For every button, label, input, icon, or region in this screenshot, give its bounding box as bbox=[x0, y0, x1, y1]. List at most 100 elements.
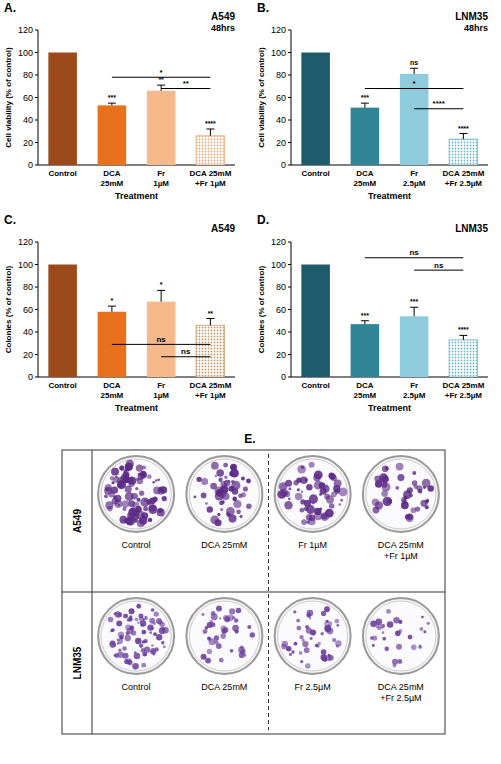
y-tick bbox=[35, 242, 38, 243]
colony bbox=[157, 508, 165, 516]
comparison-line bbox=[161, 356, 210, 357]
colony bbox=[147, 474, 152, 479]
colony bbox=[291, 650, 294, 653]
colony bbox=[230, 649, 234, 653]
significance: * bbox=[111, 297, 114, 304]
comparison-label: ns bbox=[181, 347, 191, 356]
colony bbox=[105, 487, 109, 491]
comparison-line bbox=[365, 88, 464, 89]
colony bbox=[340, 499, 343, 502]
row-label: LNM35 bbox=[72, 646, 83, 679]
colony bbox=[134, 509, 140, 515]
colony bbox=[159, 627, 166, 634]
label-line: DCA 25mM bbox=[378, 682, 424, 692]
colony bbox=[148, 505, 157, 514]
error-cap bbox=[361, 320, 369, 321]
x-tick-label: Fr2.5µM bbox=[403, 169, 426, 188]
colony bbox=[154, 611, 159, 616]
y-tick-label: 120 bbox=[271, 25, 286, 35]
colony bbox=[135, 638, 142, 645]
panel: C.020406080100120Colonies (% of control)… bbox=[4, 213, 235, 413]
error-bar bbox=[206, 129, 214, 136]
plate-rim bbox=[363, 456, 439, 532]
colony bbox=[111, 628, 115, 632]
y-tick bbox=[35, 120, 38, 121]
y-tick-label: 60 bbox=[276, 93, 286, 103]
colony bbox=[231, 480, 235, 484]
x-tick-label: DCA 25mM+Fr 1µM bbox=[189, 169, 231, 188]
y-tick bbox=[35, 332, 38, 333]
plate-inner bbox=[189, 459, 259, 529]
colony bbox=[137, 519, 145, 527]
colony bbox=[135, 617, 139, 621]
x-axis-title: Treatment bbox=[115, 403, 158, 413]
colony bbox=[246, 503, 252, 509]
plate-rim bbox=[363, 598, 439, 674]
panel-label: E. bbox=[244, 432, 255, 446]
colony bbox=[127, 661, 130, 664]
error-bar bbox=[108, 103, 116, 105]
colony bbox=[329, 503, 334, 508]
colony bbox=[205, 502, 208, 505]
colony bbox=[142, 465, 146, 469]
colony bbox=[231, 481, 240, 490]
colony bbox=[138, 473, 145, 480]
divider bbox=[62, 592, 445, 593]
colony bbox=[321, 512, 330, 521]
label-line: 25mM bbox=[101, 391, 124, 400]
colony bbox=[289, 653, 292, 656]
y-tick bbox=[35, 309, 38, 310]
plate-inner bbox=[366, 601, 436, 671]
colony bbox=[110, 629, 113, 632]
comparison-line bbox=[414, 270, 463, 271]
colony bbox=[420, 500, 427, 507]
colony bbox=[326, 495, 334, 503]
y-tick-label: 80 bbox=[276, 70, 286, 80]
error-bar bbox=[361, 321, 369, 324]
bar bbox=[48, 265, 77, 378]
colony bbox=[370, 636, 373, 639]
bar bbox=[400, 316, 429, 377]
colony bbox=[293, 610, 296, 613]
y-tick bbox=[35, 354, 38, 355]
bar bbox=[301, 53, 330, 166]
panel: A.020406080100120Cell viability (% of co… bbox=[4, 1, 235, 201]
colony bbox=[310, 637, 313, 640]
colony bbox=[405, 514, 413, 522]
plate-rim bbox=[186, 456, 262, 532]
x-axis-title: Treatment bbox=[368, 191, 411, 201]
colony bbox=[419, 645, 421, 647]
colony bbox=[302, 641, 308, 647]
label-line: 1µM bbox=[153, 179, 169, 188]
comparison-label: * bbox=[160, 68, 164, 77]
panel-e: E.A549ControlDCA 25mMFr 1µMDCA 25mM+Fr 1… bbox=[62, 432, 445, 734]
colony bbox=[321, 611, 326, 616]
y-tick-label: 80 bbox=[23, 282, 33, 292]
colony bbox=[136, 604, 141, 609]
title: LNM35 bbox=[455, 11, 488, 22]
error-stem bbox=[414, 68, 415, 74]
colony bbox=[324, 606, 330, 612]
plate-label: Control bbox=[122, 540, 151, 550]
y-tick bbox=[35, 165, 38, 166]
label-line: Control bbox=[48, 169, 76, 178]
title: A549 bbox=[211, 223, 235, 234]
bar bbox=[449, 139, 478, 165]
colony bbox=[218, 478, 222, 482]
bar bbox=[400, 74, 429, 165]
colony bbox=[125, 479, 128, 482]
subtitle: 48hrs bbox=[211, 23, 235, 33]
colony bbox=[337, 624, 340, 627]
colony bbox=[207, 637, 211, 641]
colony bbox=[216, 469, 224, 477]
colony bbox=[379, 473, 388, 482]
error-cap bbox=[410, 68, 418, 69]
y-tick bbox=[35, 142, 38, 143]
colony bbox=[398, 620, 402, 624]
colony bbox=[155, 647, 159, 651]
colony bbox=[155, 479, 157, 481]
colony bbox=[149, 631, 152, 634]
y-tick-label: 60 bbox=[23, 93, 33, 103]
label-line: +Fr 1µM bbox=[195, 391, 226, 400]
colony bbox=[216, 643, 222, 649]
